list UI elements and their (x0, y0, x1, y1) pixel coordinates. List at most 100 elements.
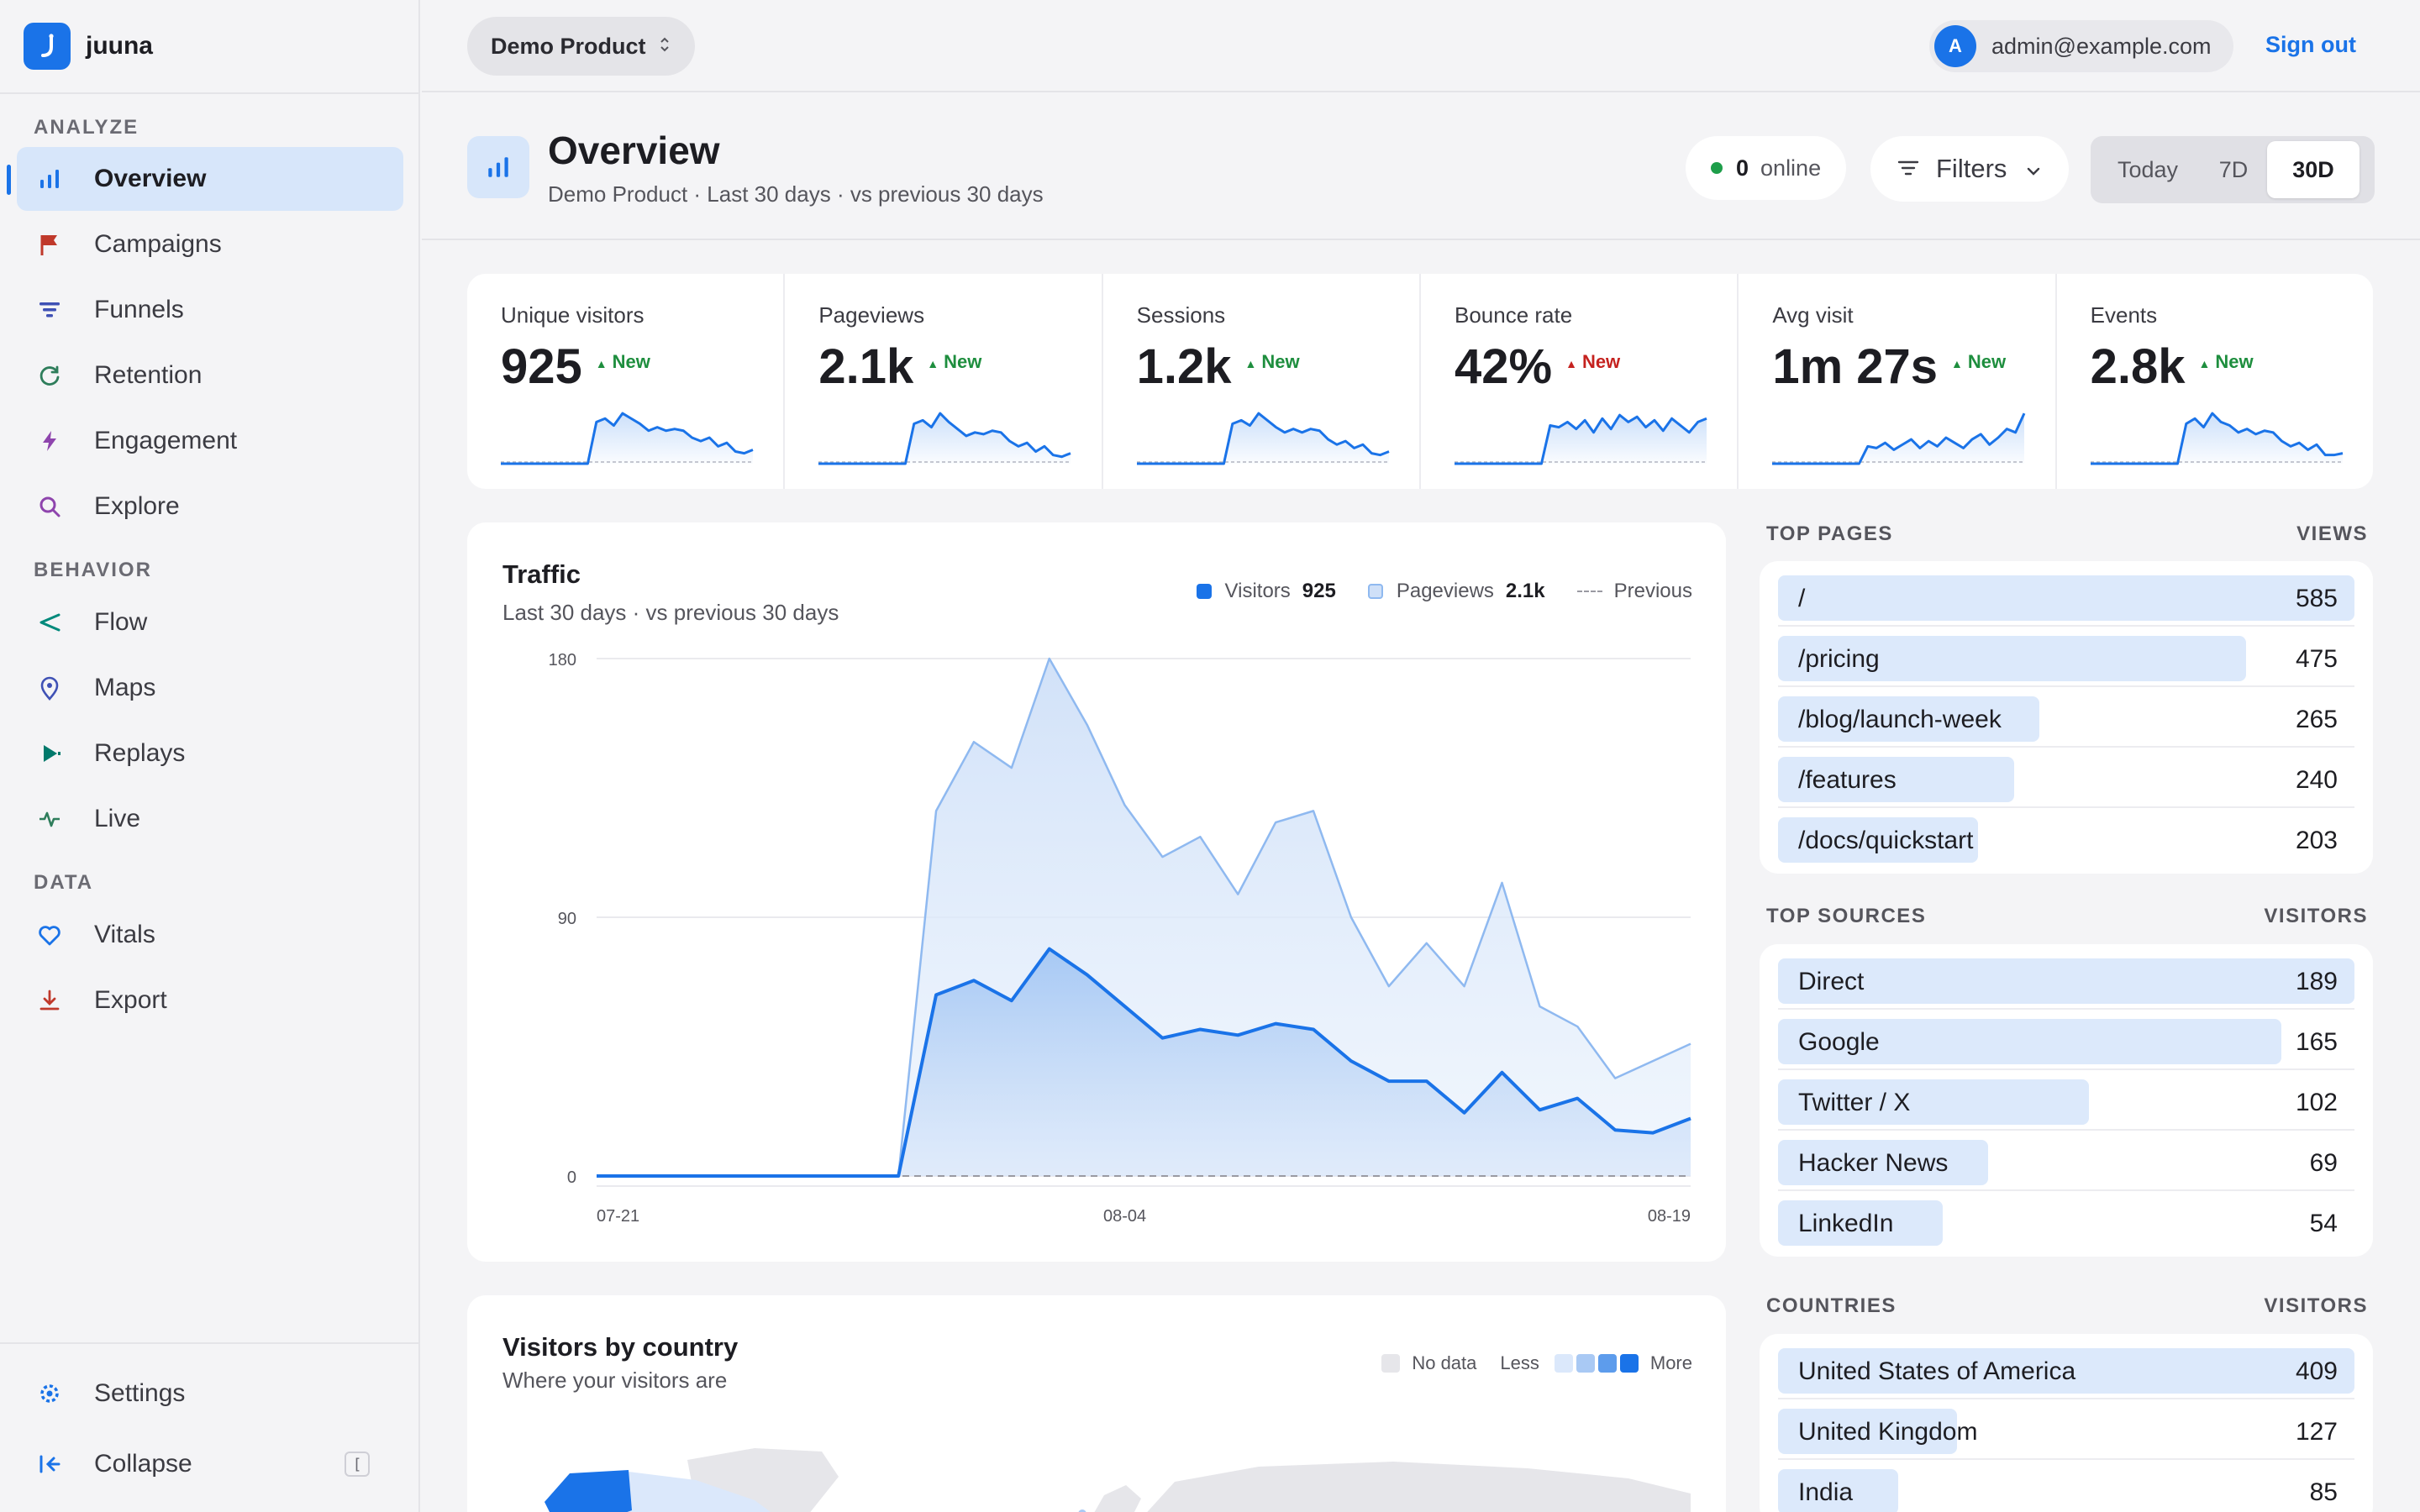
list-item-value: 102 (2295, 1089, 2338, 1116)
value-bar (1778, 1079, 2090, 1125)
kpi-badge: ▲ New (1565, 351, 1620, 373)
top-pages-list: / 585/pricing 475/blog/launch-week 265/feat… (1760, 561, 2373, 874)
page-title: Overview (548, 129, 720, 172)
sidebar-item-retention[interactable]: Retention (17, 344, 403, 407)
legend-swatch-no-data (1381, 1354, 1401, 1373)
kpi-badge: ▲ New (1951, 351, 2006, 373)
map-title: Visitors by country (502, 1332, 739, 1362)
list-item[interactable]: /docs/quickstart 203 (1778, 808, 2354, 869)
product-switcher[interactable]: Demo Product (467, 17, 695, 76)
list-item-value: 265 (2295, 706, 2338, 733)
list-item[interactable]: /pricing 475 (1778, 627, 2354, 687)
kpi-card[interactable]: Bounce rate 42% ▲ New (1421, 274, 1739, 489)
kpi-sparkline (1772, 412, 2026, 465)
list-item[interactable]: United Kingdom 127 (1778, 1399, 2354, 1460)
legend-more: More (1649, 1352, 1692, 1373)
legend-swatch-pageviews (1367, 584, 1383, 599)
kpi-card[interactable]: Unique visitors 925 ▲ New (467, 274, 786, 489)
divider (0, 1342, 420, 1344)
list-item[interactable]: Twitter / X 102 (1778, 1070, 2354, 1131)
sidebar-item-explore[interactable]: Explore (17, 475, 403, 538)
sidebar-item-live[interactable]: Live (17, 787, 403, 851)
map-subtitle: Where your visitors are (502, 1368, 728, 1393)
sidebar-item-settings[interactable]: Settings (17, 1362, 403, 1425)
map-country-russia (1147, 1462, 1691, 1512)
legend-swatch-2 (1576, 1354, 1595, 1373)
list-item[interactable]: /blog/launch-week 265 (1778, 687, 2354, 748)
list-item[interactable]: Hacker News 69 (1778, 1131, 2354, 1191)
topbar: Demo Product A admin@example.com Sign ou… (422, 0, 2420, 92)
list-item-label: United Kingdom (1798, 1418, 1978, 1446)
x-tick-label: 07-21 (597, 1207, 639, 1226)
sidebar-item-campaigns[interactable]: Campaigns (17, 213, 403, 276)
product-name: Demo Product (491, 33, 646, 59)
brand[interactable]: juuna (24, 22, 153, 71)
sidebar-item-replays[interactable]: Replays (17, 722, 403, 785)
value-bar (1778, 1140, 1989, 1185)
kpi-card[interactable]: Events 2.8k ▲ New (2057, 274, 2373, 489)
value-bar (1778, 1200, 1943, 1246)
list-item[interactable]: Google 165 (1778, 1010, 2354, 1070)
list-item-label: Google (1798, 1028, 1880, 1056)
kpi-value: 2.1k (818, 339, 914, 394)
x-tick-label: 08-04 (1103, 1207, 1146, 1226)
kpi-value: 2.8k (2090, 339, 2186, 394)
bolt-icon (35, 427, 64, 455)
online-label: online (1760, 155, 1822, 181)
search-icon (35, 492, 64, 521)
traffic-subtitle: Last 30 days · vs previous 30 days (502, 600, 839, 625)
range-today[interactable]: Today (2117, 156, 2179, 182)
collapse-button[interactable]: Collapse [ (17, 1432, 403, 1496)
sidebar-item-engagement[interactable]: Engagement (17, 409, 403, 473)
kpi-label: Events (2090, 302, 2158, 328)
list-item[interactable]: /features 240 (1778, 748, 2354, 808)
list-item[interactable]: India 85 (1778, 1460, 2354, 1512)
sidebar-item-flow[interactable]: Flow (17, 591, 403, 654)
sign-out-link[interactable]: Sign out (2265, 32, 2356, 57)
kpi-card[interactable]: Sessions 1.2k ▲ New (1103, 274, 1421, 489)
chevron-updown-icon (658, 34, 671, 60)
top-sources-metric: VISITORS (2264, 905, 2368, 927)
sidebar-item-vitals[interactable]: Vitals (17, 903, 403, 967)
sidebar-item-export[interactable]: Export (17, 969, 403, 1032)
share-icon (35, 608, 64, 637)
traffic-title: Traffic (502, 559, 581, 589)
list-item-label: Direct (1798, 968, 1865, 995)
page-header: Overview Demo Product · Last 30 days · v… (422, 94, 2420, 240)
visitors-by-country-card: Visitors by country Where your visitors … (467, 1295, 1726, 1512)
list-item[interactable]: LinkedIn 54 (1778, 1191, 2354, 1252)
filters-button[interactable]: Filters (1870, 136, 2070, 202)
sidebar-item-maps[interactable]: Maps (17, 656, 403, 720)
list-item[interactable]: Direct 189 (1778, 949, 2354, 1010)
kpi-main: 42% ▲ New (1455, 339, 1737, 395)
sidebar-item-overview[interactable]: Overview (17, 147, 403, 211)
list-item-label: Twitter / X (1798, 1089, 1911, 1116)
value-bar (1778, 1019, 2281, 1064)
kpi-badge-text: New (612, 351, 650, 372)
world-map[interactable] (502, 1418, 1691, 1512)
list-item[interactable]: / 585 (1778, 566, 2354, 627)
active-indicator (7, 165, 11, 195)
bar-chart-icon (35, 165, 64, 193)
user-menu[interactable]: A admin@example.com (1929, 20, 2233, 72)
range-30d[interactable]: 30D (2267, 141, 2360, 198)
list-item-value: 69 (2309, 1149, 2338, 1177)
list-item[interactable]: United States of America 409 (1778, 1339, 2354, 1399)
kpi-card[interactable]: Pageviews 2.1k ▲ New (785, 274, 1103, 489)
range-7d[interactable]: 7D (2218, 156, 2249, 182)
value-bar (1778, 1469, 1898, 1512)
kpi-card[interactable]: Avg visit 1m 27s ▲ New (1739, 274, 2057, 489)
x-tick-label: 08-19 (1648, 1207, 1691, 1226)
value-bar (1778, 1409, 1957, 1454)
trend-arrow-icon: ▲ (595, 357, 608, 370)
list-item-value: 475 (2295, 645, 2338, 673)
sparkline-line (1136, 412, 1390, 465)
list-item-label: Hacker News (1798, 1149, 1949, 1177)
bar-chart-icon (467, 136, 529, 198)
value-bar (1778, 696, 2039, 742)
heart-icon (35, 921, 64, 949)
sidebar-item-funnels[interactable]: Funnels (17, 278, 403, 342)
sidebar-item-label: Export (94, 986, 167, 1014)
value-bar (1778, 1348, 2354, 1394)
divider (0, 92, 420, 94)
